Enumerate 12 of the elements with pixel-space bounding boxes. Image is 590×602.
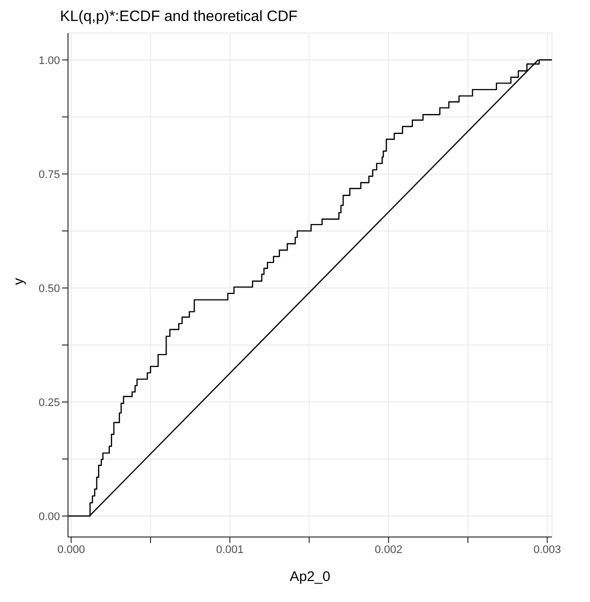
x-axis-title: Ap2_0 xyxy=(290,568,330,584)
x-tick-label: 0.002 xyxy=(374,544,402,556)
y-tick-label: 1.00 xyxy=(38,54,60,67)
y-axis-title: y xyxy=(10,278,26,285)
x-tick-label: 0.003 xyxy=(533,544,562,556)
x-tick-label: 0.000 xyxy=(57,544,85,556)
y-tick-label: 0.50 xyxy=(38,282,60,295)
y-tick-label: 0.25 xyxy=(38,396,60,409)
y-tick-label: 0.75 xyxy=(38,168,60,181)
y-tick-label: 0.00 xyxy=(38,510,60,523)
x-tick-label: 0.001 xyxy=(216,544,244,556)
chart-title: KL(q,p)*:ECDF and theoretical CDF xyxy=(60,8,299,25)
